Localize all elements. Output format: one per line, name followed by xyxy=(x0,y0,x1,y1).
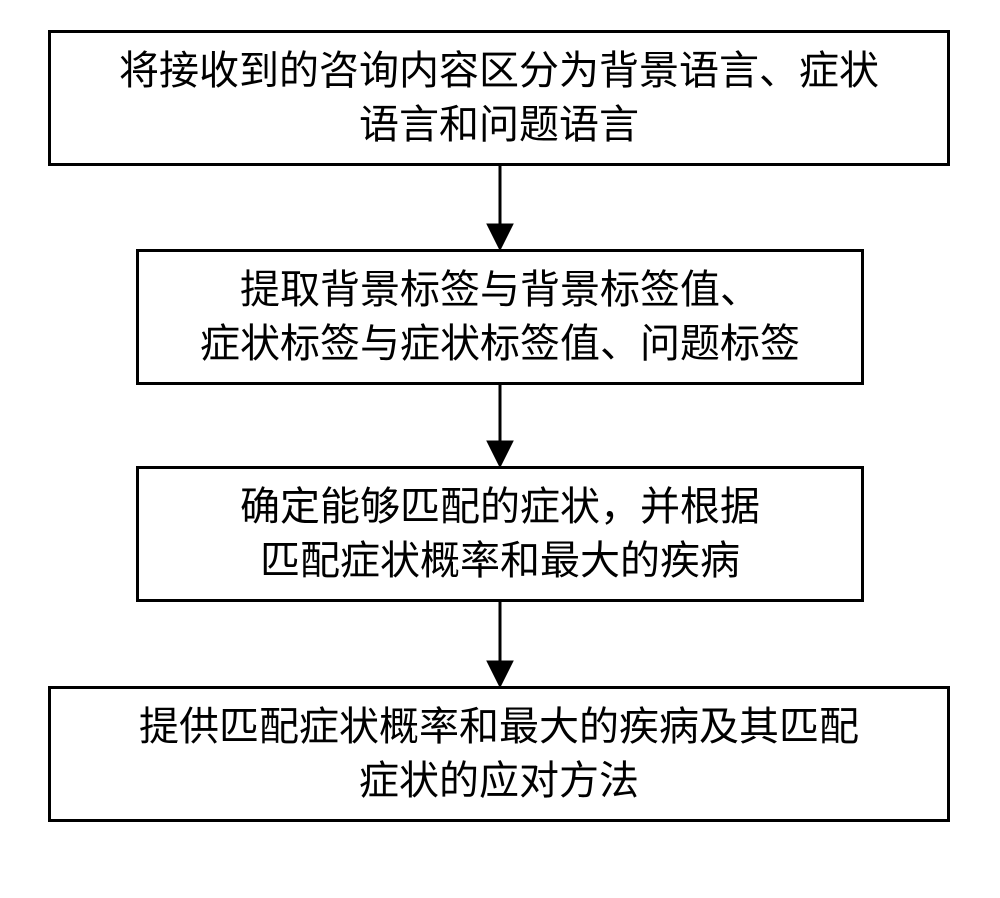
flow-node-1-line2: 语言和问题语言 xyxy=(359,98,639,152)
flow-node-4: 提供匹配症状概率和最大的疾病及其匹配 症状的应对方法 xyxy=(48,686,950,822)
flow-node-2-line2: 症状标签与症状标签值、问题标签 xyxy=(200,317,800,371)
flow-arrow-1 xyxy=(480,166,520,250)
flow-node-4-line2: 症状的应对方法 xyxy=(359,754,639,808)
flowchart-canvas: 将接收到的咨询内容区分为背景语言、症状 语言和问题语言 提取背景标签与背景标签值… xyxy=(0,0,1000,898)
flow-arrow-3 xyxy=(480,602,520,687)
flow-node-2-line1: 提取背景标签与背景标签值、 xyxy=(240,263,760,317)
flow-node-3: 确定能够匹配的症状，并根据 匹配症状概率和最大的疾病 xyxy=(136,466,864,602)
flow-node-1: 将接收到的咨询内容区分为背景语言、症状 语言和问题语言 xyxy=(48,30,950,166)
flow-node-3-line1: 确定能够匹配的症状，并根据 xyxy=(240,480,760,534)
flow-arrow-2 xyxy=(480,385,520,467)
flow-node-2: 提取背景标签与背景标签值、 症状标签与症状标签值、问题标签 xyxy=(136,249,864,385)
flow-node-4-line1: 提供匹配症状概率和最大的疾病及其匹配 xyxy=(139,700,859,754)
flow-node-1-line1: 将接收到的咨询内容区分为背景语言、症状 xyxy=(119,44,879,98)
flow-node-3-line2: 匹配症状概率和最大的疾病 xyxy=(260,534,740,588)
